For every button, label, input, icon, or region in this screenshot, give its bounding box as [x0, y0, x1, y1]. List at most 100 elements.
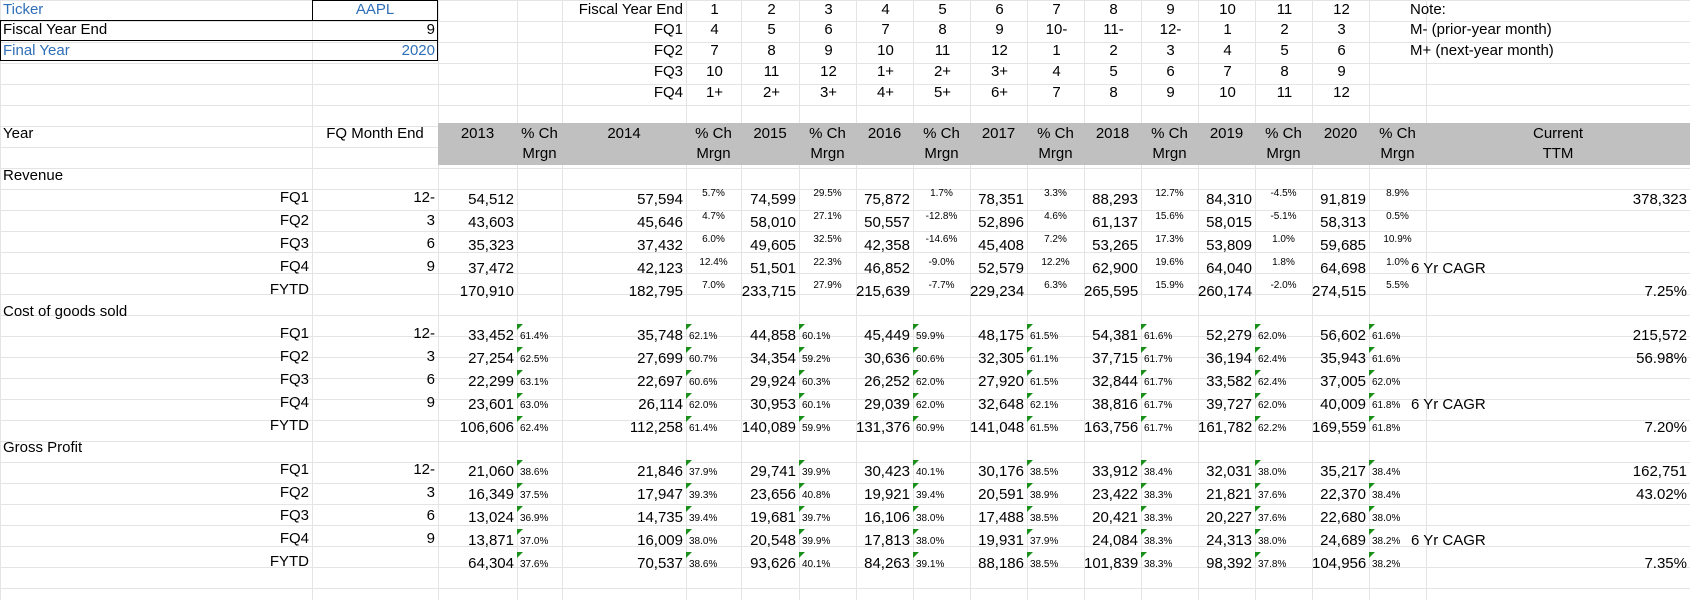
- pct-cell[interactable]: 4.6%: [1044, 211, 1067, 222]
- pct-cell[interactable]: 38.4%: [1372, 467, 1401, 478]
- value-cell[interactable]: 27,699: [637, 350, 683, 367]
- pct-cell[interactable]: 29.5%: [813, 188, 842, 199]
- value-cell[interactable]: 33,452: [468, 327, 514, 344]
- ttm-cell[interactable]: 7.35%: [1644, 555, 1687, 572]
- value-cell[interactable]: 88,293: [1092, 191, 1138, 208]
- fq-month-end-cell[interactable]: 12-: [413, 461, 435, 478]
- pct-cell[interactable]: 1.7%: [930, 188, 953, 199]
- value-cell[interactable]: 35,943: [1320, 350, 1366, 367]
- fq-map-cell[interactable]: 7: [1052, 84, 1061, 101]
- pct-cell[interactable]: 38.4%: [1372, 490, 1401, 501]
- value-cell[interactable]: 56,602: [1320, 327, 1366, 344]
- pct-cell[interactable]: 60.6%: [916, 354, 945, 365]
- pct-cell[interactable]: 59.9%: [916, 331, 945, 342]
- pct-cell[interactable]: 61.8%: [1372, 423, 1401, 434]
- value-cell[interactable]: 13,024: [468, 509, 514, 526]
- value-cell[interactable]: 36,194: [1206, 350, 1252, 367]
- value-cell[interactable]: 39,727: [1206, 396, 1252, 413]
- value-cell[interactable]: 17,813: [864, 532, 910, 549]
- pct-cell[interactable]: 60.6%: [689, 377, 718, 388]
- ttm-cell[interactable]: [1426, 213, 1690, 233]
- pct-cell[interactable]: 60.3%: [802, 377, 831, 388]
- value-cell[interactable]: 22,370: [1320, 486, 1366, 503]
- value-cell[interactable]: 33,912: [1092, 463, 1138, 480]
- pct-cell[interactable]: 38.6%: [689, 559, 718, 570]
- fq-map-cell[interactable]: 11: [934, 42, 951, 59]
- value-cell[interactable]: 32,648: [978, 396, 1024, 413]
- value-cell[interactable]: 229,234: [970, 283, 1025, 300]
- fq-map-cell[interactable]: 10-: [1045, 21, 1068, 38]
- pct-cell[interactable]: [517, 210, 562, 224]
- fq-map-cell[interactable]: 9: [1337, 63, 1346, 80]
- fq-map-cell[interactable]: 12-: [1159, 21, 1182, 38]
- value-cell[interactable]: 20,227: [1206, 509, 1252, 526]
- value-cell[interactable]: 170,910: [459, 283, 514, 300]
- fq-month-end-cell[interactable]: [312, 280, 438, 300]
- fq-map-cell[interactable]: 7: [881, 21, 890, 38]
- pct-cell[interactable]: 61.7%: [1144, 377, 1173, 388]
- pct-cell[interactable]: 38.3%: [1144, 513, 1173, 524]
- fq-month-end-cell[interactable]: 3: [426, 212, 435, 229]
- value-cell[interactable]: 260,174: [1198, 283, 1253, 300]
- value-cell[interactable]: 16,009: [637, 532, 683, 549]
- fq-map-cell[interactable]: 7: [1223, 63, 1232, 80]
- pct-cell[interactable]: 38.3%: [1144, 490, 1173, 501]
- pct-cell[interactable]: 37.6%: [520, 559, 549, 570]
- value-cell[interactable]: 29,039: [864, 396, 910, 413]
- value-cell[interactable]: 35,748: [637, 327, 683, 344]
- pct-cell[interactable]: 19.6%: [1155, 257, 1184, 268]
- pct-cell[interactable]: 15.9%: [1155, 280, 1184, 291]
- value-cell[interactable]: 26,114: [638, 396, 683, 413]
- value-cell[interactable]: 45,646: [637, 214, 683, 231]
- pct-cell[interactable]: [517, 187, 562, 201]
- fq-map-cell[interactable]: 9: [995, 21, 1004, 38]
- final-year-value-cell[interactable]: 2020: [401, 42, 435, 59]
- pct-cell[interactable]: 1.0%: [1386, 257, 1409, 268]
- pct-cell[interactable]: 3.3%: [1044, 188, 1067, 199]
- value-cell[interactable]: 30,636: [864, 350, 910, 367]
- fq-map-cell[interactable]: 3: [1166, 42, 1175, 59]
- value-cell[interactable]: 32,305: [978, 350, 1024, 367]
- ttm-cell[interactable]: 162,751: [1632, 463, 1687, 480]
- value-cell[interactable]: 98,392: [1206, 555, 1252, 572]
- fq-map-cell[interactable]: 10: [877, 42, 894, 59]
- pct-cell[interactable]: 37.5%: [520, 490, 549, 501]
- pct-cell[interactable]: 61.5%: [1030, 331, 1059, 342]
- fq-map-cell[interactable]: 2: [1280, 21, 1289, 38]
- fq-map-cell[interactable]: 12: [1333, 84, 1350, 101]
- ttm-cell[interactable]: [1426, 508, 1690, 528]
- fq-map-cell[interactable]: 2+: [762, 84, 781, 101]
- fq-map-cell[interactable]: 1+: [876, 63, 895, 80]
- value-cell[interactable]: 131,376: [856, 419, 911, 436]
- value-cell[interactable]: 13,871: [468, 532, 514, 549]
- value-cell[interactable]: 16,349: [468, 486, 514, 503]
- fq-map-cell[interactable]: 3+: [819, 84, 838, 101]
- value-cell[interactable]: 101,839: [1084, 555, 1139, 572]
- value-cell[interactable]: 62,900: [1092, 260, 1138, 277]
- value-cell[interactable]: 51,501: [750, 260, 796, 277]
- pct-cell[interactable]: 62.4%: [1258, 377, 1287, 388]
- fq-month-end-cell[interactable]: [312, 416, 438, 436]
- fq-map-cell[interactable]: 6: [1166, 63, 1175, 80]
- value-cell[interactable]: 64,698: [1320, 260, 1366, 277]
- value-cell[interactable]: 35,217: [1320, 463, 1366, 480]
- value-cell[interactable]: 52,579: [978, 260, 1024, 277]
- fq-month-end-cell[interactable]: 3: [426, 484, 435, 501]
- fq-month-end-cell[interactable]: 12-: [413, 325, 435, 342]
- value-cell[interactable]: 37,715: [1092, 350, 1138, 367]
- ttm-cell[interactable]: 378,323: [1632, 191, 1687, 208]
- value-cell[interactable]: 53,265: [1092, 237, 1138, 254]
- value-cell[interactable]: 35,323: [468, 237, 514, 254]
- pct-cell[interactable]: 40.1%: [916, 467, 945, 478]
- pct-cell[interactable]: -5.1%: [1270, 211, 1297, 222]
- ttm-cell[interactable]: 215,572: [1632, 327, 1687, 344]
- pct-cell[interactable]: 39.1%: [916, 559, 945, 570]
- value-cell[interactable]: 30,423: [864, 463, 910, 480]
- pct-cell[interactable]: 61.1%: [1030, 354, 1059, 365]
- fq-map-cell[interactable]: 1: [1223, 21, 1232, 38]
- pct-cell[interactable]: 38.0%: [1258, 536, 1287, 547]
- pct-cell[interactable]: 4.7%: [702, 211, 725, 222]
- value-cell[interactable]: 29,924: [750, 373, 796, 390]
- value-cell[interactable]: 74,599: [750, 191, 796, 208]
